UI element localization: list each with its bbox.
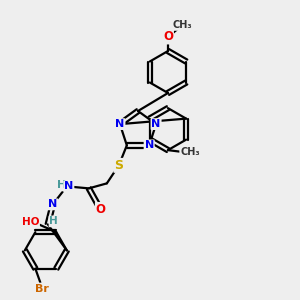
Text: H: H — [50, 216, 58, 226]
Text: N: N — [145, 140, 154, 150]
Text: H: H — [57, 180, 67, 190]
Text: O: O — [163, 31, 173, 44]
Text: HO: HO — [22, 217, 39, 227]
Text: S: S — [114, 159, 123, 172]
Text: CH₃: CH₃ — [172, 20, 192, 30]
Text: N: N — [152, 119, 161, 129]
Text: Br: Br — [35, 284, 49, 294]
Text: N: N — [64, 182, 74, 191]
Text: N: N — [115, 119, 124, 129]
Text: O: O — [96, 203, 106, 216]
Text: CH₃: CH₃ — [180, 147, 200, 157]
Text: N: N — [48, 200, 58, 209]
